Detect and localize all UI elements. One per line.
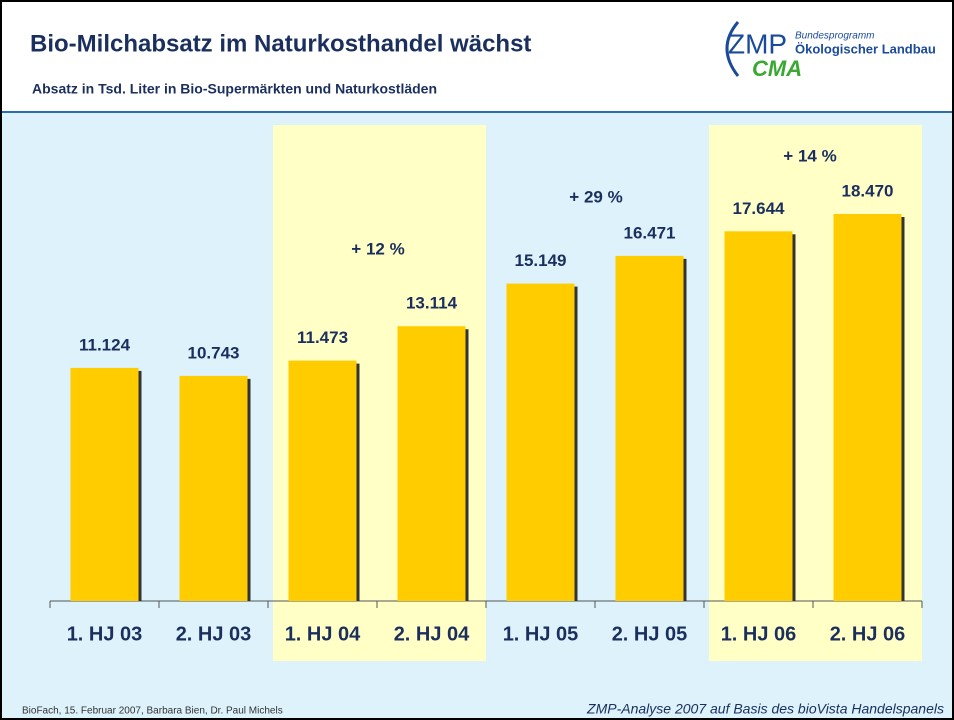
x-tick-label: 2. HJ 05 [612, 623, 688, 645]
data-label: 11.473 [297, 328, 348, 347]
plot: 1. HJ 03 11.124 2. HJ 03 10.743 1. HJ 04 11.4… [49, 125, 923, 661]
data-label: 17.644 [733, 199, 786, 218]
x-tick-label: 1. HJ 03 [67, 623, 143, 645]
bar [70, 367, 139, 601]
annotation: + 12 % [351, 239, 404, 258]
chart-title: Bio-Milchabsatz im Naturkosthandel wächs… [30, 30, 531, 57]
bar [179, 375, 248, 601]
data-label: 11.124 [79, 335, 131, 354]
logo-name: Ökologischer Landbau [795, 41, 936, 56]
bar [397, 326, 466, 601]
footer-left: BioFach, 15. Februar 2007, Barbara Bien,… [22, 706, 283, 717]
annotation: + 14 % [783, 146, 836, 165]
bar [506, 283, 575, 601]
x-tick-label: 2. HJ 03 [176, 623, 252, 645]
annotation: + 29 % [569, 187, 622, 206]
data-label: 13.114 [406, 294, 458, 313]
logo-arc [725, 21, 740, 77]
data-label: 10.743 [188, 343, 240, 362]
x-tick-label: 2. HJ 04 [394, 623, 470, 645]
bar [724, 231, 793, 601]
data-label: 16.471 [624, 223, 676, 242]
bar [615, 255, 684, 602]
data-label: 15.149 [515, 251, 567, 270]
logo: ZMP Bundesprogramm Ökologischer Landbau … [725, 21, 936, 81]
data-label: 18.470 [842, 181, 894, 200]
x-tick-label: 1. HJ 04 [285, 623, 361, 645]
header [0, 0, 954, 112]
bar [833, 214, 902, 601]
logo-zmp: ZMP [728, 28, 787, 59]
chart-subtitle: Absatz in Tsd. Liter in Bio-Supermärkten… [32, 81, 437, 97]
x-tick-label: 2. HJ 06 [830, 623, 906, 645]
x-tick-label: 1. HJ 05 [503, 623, 579, 645]
logo-program: Bundesprogramm [795, 31, 874, 42]
bar [288, 360, 357, 601]
x-tick-label: 1. HJ 06 [721, 623, 797, 645]
footer-right: ZMP-Analyse 2007 auf Basis des bioVista … [586, 701, 944, 717]
logo-cma: CMA [752, 56, 802, 81]
